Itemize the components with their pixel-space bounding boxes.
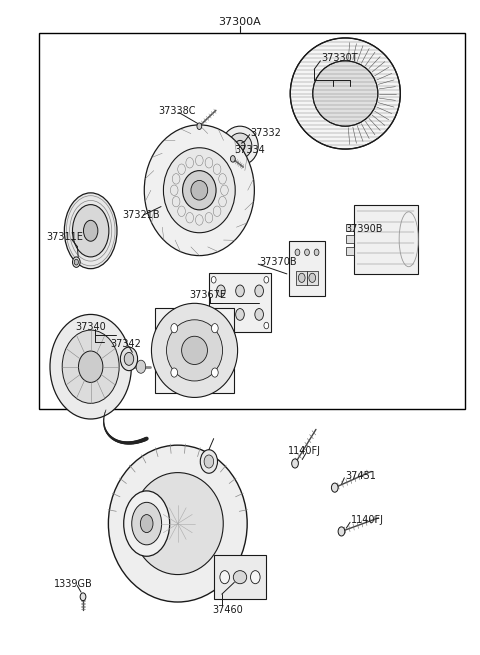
Ellipse shape	[167, 320, 223, 381]
Circle shape	[292, 459, 299, 468]
Circle shape	[212, 324, 218, 333]
Bar	[347, 223, 354, 231]
Text: 37311E: 37311E	[46, 233, 83, 242]
Circle shape	[236, 285, 244, 297]
Text: 37367E: 37367E	[190, 290, 227, 300]
Text: 37342: 37342	[110, 339, 141, 350]
Ellipse shape	[72, 204, 109, 257]
Ellipse shape	[108, 445, 247, 602]
Bar	[214, 555, 266, 599]
Circle shape	[331, 483, 338, 492]
Bar	[297, 271, 307, 285]
Circle shape	[72, 257, 80, 267]
Text: 37321B: 37321B	[123, 210, 160, 220]
Circle shape	[171, 324, 178, 333]
Circle shape	[309, 273, 316, 282]
Bar	[347, 235, 354, 243]
Ellipse shape	[50, 314, 132, 419]
Ellipse shape	[313, 61, 378, 126]
Bar	[209, 273, 271, 332]
Circle shape	[255, 309, 264, 320]
Circle shape	[80, 593, 86, 601]
Bar	[39, 33, 465, 409]
Circle shape	[74, 259, 78, 265]
Text: 1140FJ: 1140FJ	[351, 515, 384, 525]
Ellipse shape	[182, 171, 216, 210]
Text: 37451: 37451	[345, 471, 376, 481]
Text: 37330T: 37330T	[322, 53, 358, 64]
Circle shape	[197, 123, 202, 130]
Text: 37334: 37334	[234, 145, 265, 155]
Circle shape	[314, 249, 319, 255]
Ellipse shape	[124, 491, 169, 556]
Text: 37332: 37332	[251, 128, 281, 138]
Ellipse shape	[181, 336, 207, 364]
Ellipse shape	[120, 347, 138, 371]
Circle shape	[264, 276, 269, 283]
Bar	[307, 271, 318, 285]
Circle shape	[295, 249, 300, 255]
Text: 37370B: 37370B	[259, 257, 297, 267]
Text: 37300A: 37300A	[218, 16, 262, 27]
Circle shape	[211, 276, 216, 283]
Circle shape	[264, 322, 269, 329]
Bar	[156, 308, 234, 393]
Text: 37338C: 37338C	[158, 105, 196, 115]
Ellipse shape	[222, 126, 258, 166]
Circle shape	[171, 368, 178, 377]
Text: 37460: 37460	[212, 605, 243, 615]
Ellipse shape	[144, 125, 254, 255]
Ellipse shape	[163, 148, 235, 233]
Circle shape	[200, 450, 217, 474]
Circle shape	[216, 285, 225, 297]
Ellipse shape	[84, 220, 98, 241]
Ellipse shape	[64, 193, 117, 269]
Circle shape	[216, 309, 225, 320]
Ellipse shape	[124, 352, 134, 365]
Text: 37390B: 37390B	[345, 225, 383, 234]
Ellipse shape	[233, 571, 247, 584]
Circle shape	[211, 322, 216, 329]
Bar	[289, 241, 325, 297]
Ellipse shape	[152, 303, 238, 398]
Circle shape	[255, 285, 264, 297]
Bar	[354, 205, 418, 274]
Circle shape	[236, 309, 244, 320]
Ellipse shape	[132, 502, 162, 545]
Ellipse shape	[62, 330, 119, 403]
Bar	[347, 247, 354, 255]
Ellipse shape	[78, 351, 103, 383]
Circle shape	[204, 455, 214, 468]
Text: 37340: 37340	[75, 322, 106, 333]
Ellipse shape	[132, 473, 223, 574]
Circle shape	[305, 249, 310, 255]
Circle shape	[136, 360, 146, 373]
Circle shape	[251, 571, 260, 584]
Circle shape	[230, 156, 235, 162]
Circle shape	[220, 571, 229, 584]
Circle shape	[299, 273, 305, 282]
Ellipse shape	[191, 180, 208, 200]
Ellipse shape	[228, 133, 252, 159]
Ellipse shape	[290, 38, 400, 149]
Ellipse shape	[235, 140, 245, 151]
Circle shape	[212, 368, 218, 377]
Ellipse shape	[140, 515, 153, 533]
Text: 1339GB: 1339GB	[54, 579, 93, 589]
Circle shape	[338, 527, 345, 536]
Text: 1140FJ: 1140FJ	[288, 446, 321, 456]
